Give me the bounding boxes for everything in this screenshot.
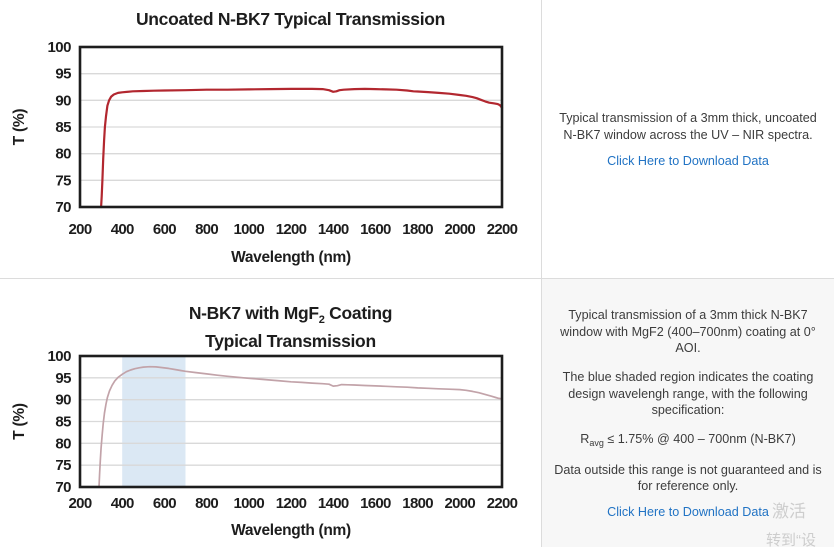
y-tick-label-85: 85 <box>55 119 71 136</box>
x-tick-label-1000: 1000 <box>234 495 265 512</box>
uncoated-description-panel: Typical transmission of a 3mm thick, unc… <box>542 0 834 278</box>
y-tick-label-75: 75 <box>55 172 71 189</box>
y-tick-label-85: 85 <box>55 414 71 431</box>
x-tick-label-2200: 2200 <box>487 495 518 512</box>
reference-note: Data outside this range is not guarantee… <box>554 462 822 494</box>
x-axis-label: Wavelength (nm) <box>231 522 351 539</box>
x-tick-label-2000: 2000 <box>445 221 476 238</box>
x-tick-label-2200: 2200 <box>487 221 518 238</box>
y-tick-label-80: 80 <box>55 435 71 452</box>
x-tick-label-400: 400 <box>111 221 134 238</box>
plot-border <box>78 354 504 489</box>
x-tick-label-1200: 1200 <box>276 221 307 238</box>
shaded-region-note: The blue shaded region indicates the coa… <box>562 369 814 418</box>
coated-chart-title-line1: N-BK7 with MgF2 Coating <box>188 303 393 326</box>
y-tick-label-95: 95 <box>55 66 71 83</box>
y-tick-label-100: 100 <box>47 39 71 56</box>
x-tick-label-1000: 1000 <box>234 221 265 238</box>
uncoated-n-bk7-transmission-curve <box>100 87 504 209</box>
coated-chart-cell: N-BK7 with MgF2 Coating Typical Transmis… <box>0 278 541 547</box>
x-axis-label: Wavelength (nm) <box>231 249 351 266</box>
y-tick-label-90: 90 <box>55 392 71 409</box>
x-tick-label-600: 600 <box>153 495 176 512</box>
coated-description-text: Typical transmission of a 3mm thick N-BK… <box>560 308 816 356</box>
y-tick-label-90: 90 <box>55 92 71 109</box>
subscript-2: 2 <box>318 314 325 326</box>
y-tick-label-80: 80 <box>55 146 71 163</box>
x-tick-label-800: 800 <box>195 221 218 238</box>
y-tick-label-100: 100 <box>47 348 71 365</box>
x-tick-label-600: 600 <box>153 221 176 238</box>
uncoated-chart-cell: Uncoated N-BK7 Typical Transmission 70 75… <box>0 0 541 278</box>
x-tick-label-400: 400 <box>111 495 134 512</box>
x-tick-label-800: 800 <box>195 495 218 512</box>
y-tick-label-70: 70 <box>55 479 71 496</box>
y-tick-label-95: 95 <box>55 370 71 387</box>
x-tick-label-200: 200 <box>69 221 92 238</box>
x-tick-label-2000: 2000 <box>445 495 476 512</box>
x-tick-label-1600: 1600 <box>360 495 391 512</box>
coated-description-panel: Typical transmission of a 3mm thick N-BK… <box>542 279 834 547</box>
uncoated-download-link[interactable]: Click Here to Download Data <box>607 153 769 168</box>
coated-chart-title: N-BK7 with MgF2 Coating Typical Transmis… <box>40 303 541 352</box>
x-tick-label-1800: 1800 <box>402 221 433 238</box>
x-tick-label-1400: 1400 <box>318 221 349 238</box>
y-axis-label: T (%) <box>11 109 28 146</box>
y-tick-label-70: 70 <box>55 199 71 216</box>
coating-spec: Ravg ≤ 1.75% @ 400 – 700nm (N-BK7) <box>580 431 796 448</box>
subscript-avg: avg <box>589 437 604 448</box>
x-tick-label-1800: 1800 <box>402 495 433 512</box>
x-tick-label-1200: 1200 <box>276 495 307 512</box>
plot-border <box>78 45 504 209</box>
x-tick-label-1600: 1600 <box>360 221 391 238</box>
coated-description-cell: Typical transmission of a 3mm thick N-BK… <box>541 278 834 547</box>
x-tick-label-200: 200 <box>69 495 92 512</box>
coated-download-link[interactable]: Click Here to Download Data <box>607 504 769 519</box>
uncoated-description-text: Typical transmission of a 3mm thick, unc… <box>559 111 817 142</box>
coated-chart-title-line2: Typical Transmission <box>205 331 376 351</box>
y-axis-label: T (%) <box>11 403 28 440</box>
uncoated-chart-title: Uncoated N-BK7 Typical Transmission <box>135 9 446 29</box>
x-tick-label-1400: 1400 <box>318 495 349 512</box>
uncoated-transmission-chart: 70 75 80 85 90 95 100 200 400 600 800 1000 1200 1400 1… <box>11 39 518 266</box>
y-tick-label-75: 75 <box>55 457 71 474</box>
uncoated-description-cell: Typical transmission of a 3mm thick, unc… <box>541 0 834 278</box>
n-bk7-mgf2-coated-transmission-curve <box>98 365 503 488</box>
coated-transmission-chart: 70 75 80 85 90 95 100 200 400 600 800 1000 1200 1400 1… <box>11 348 518 539</box>
